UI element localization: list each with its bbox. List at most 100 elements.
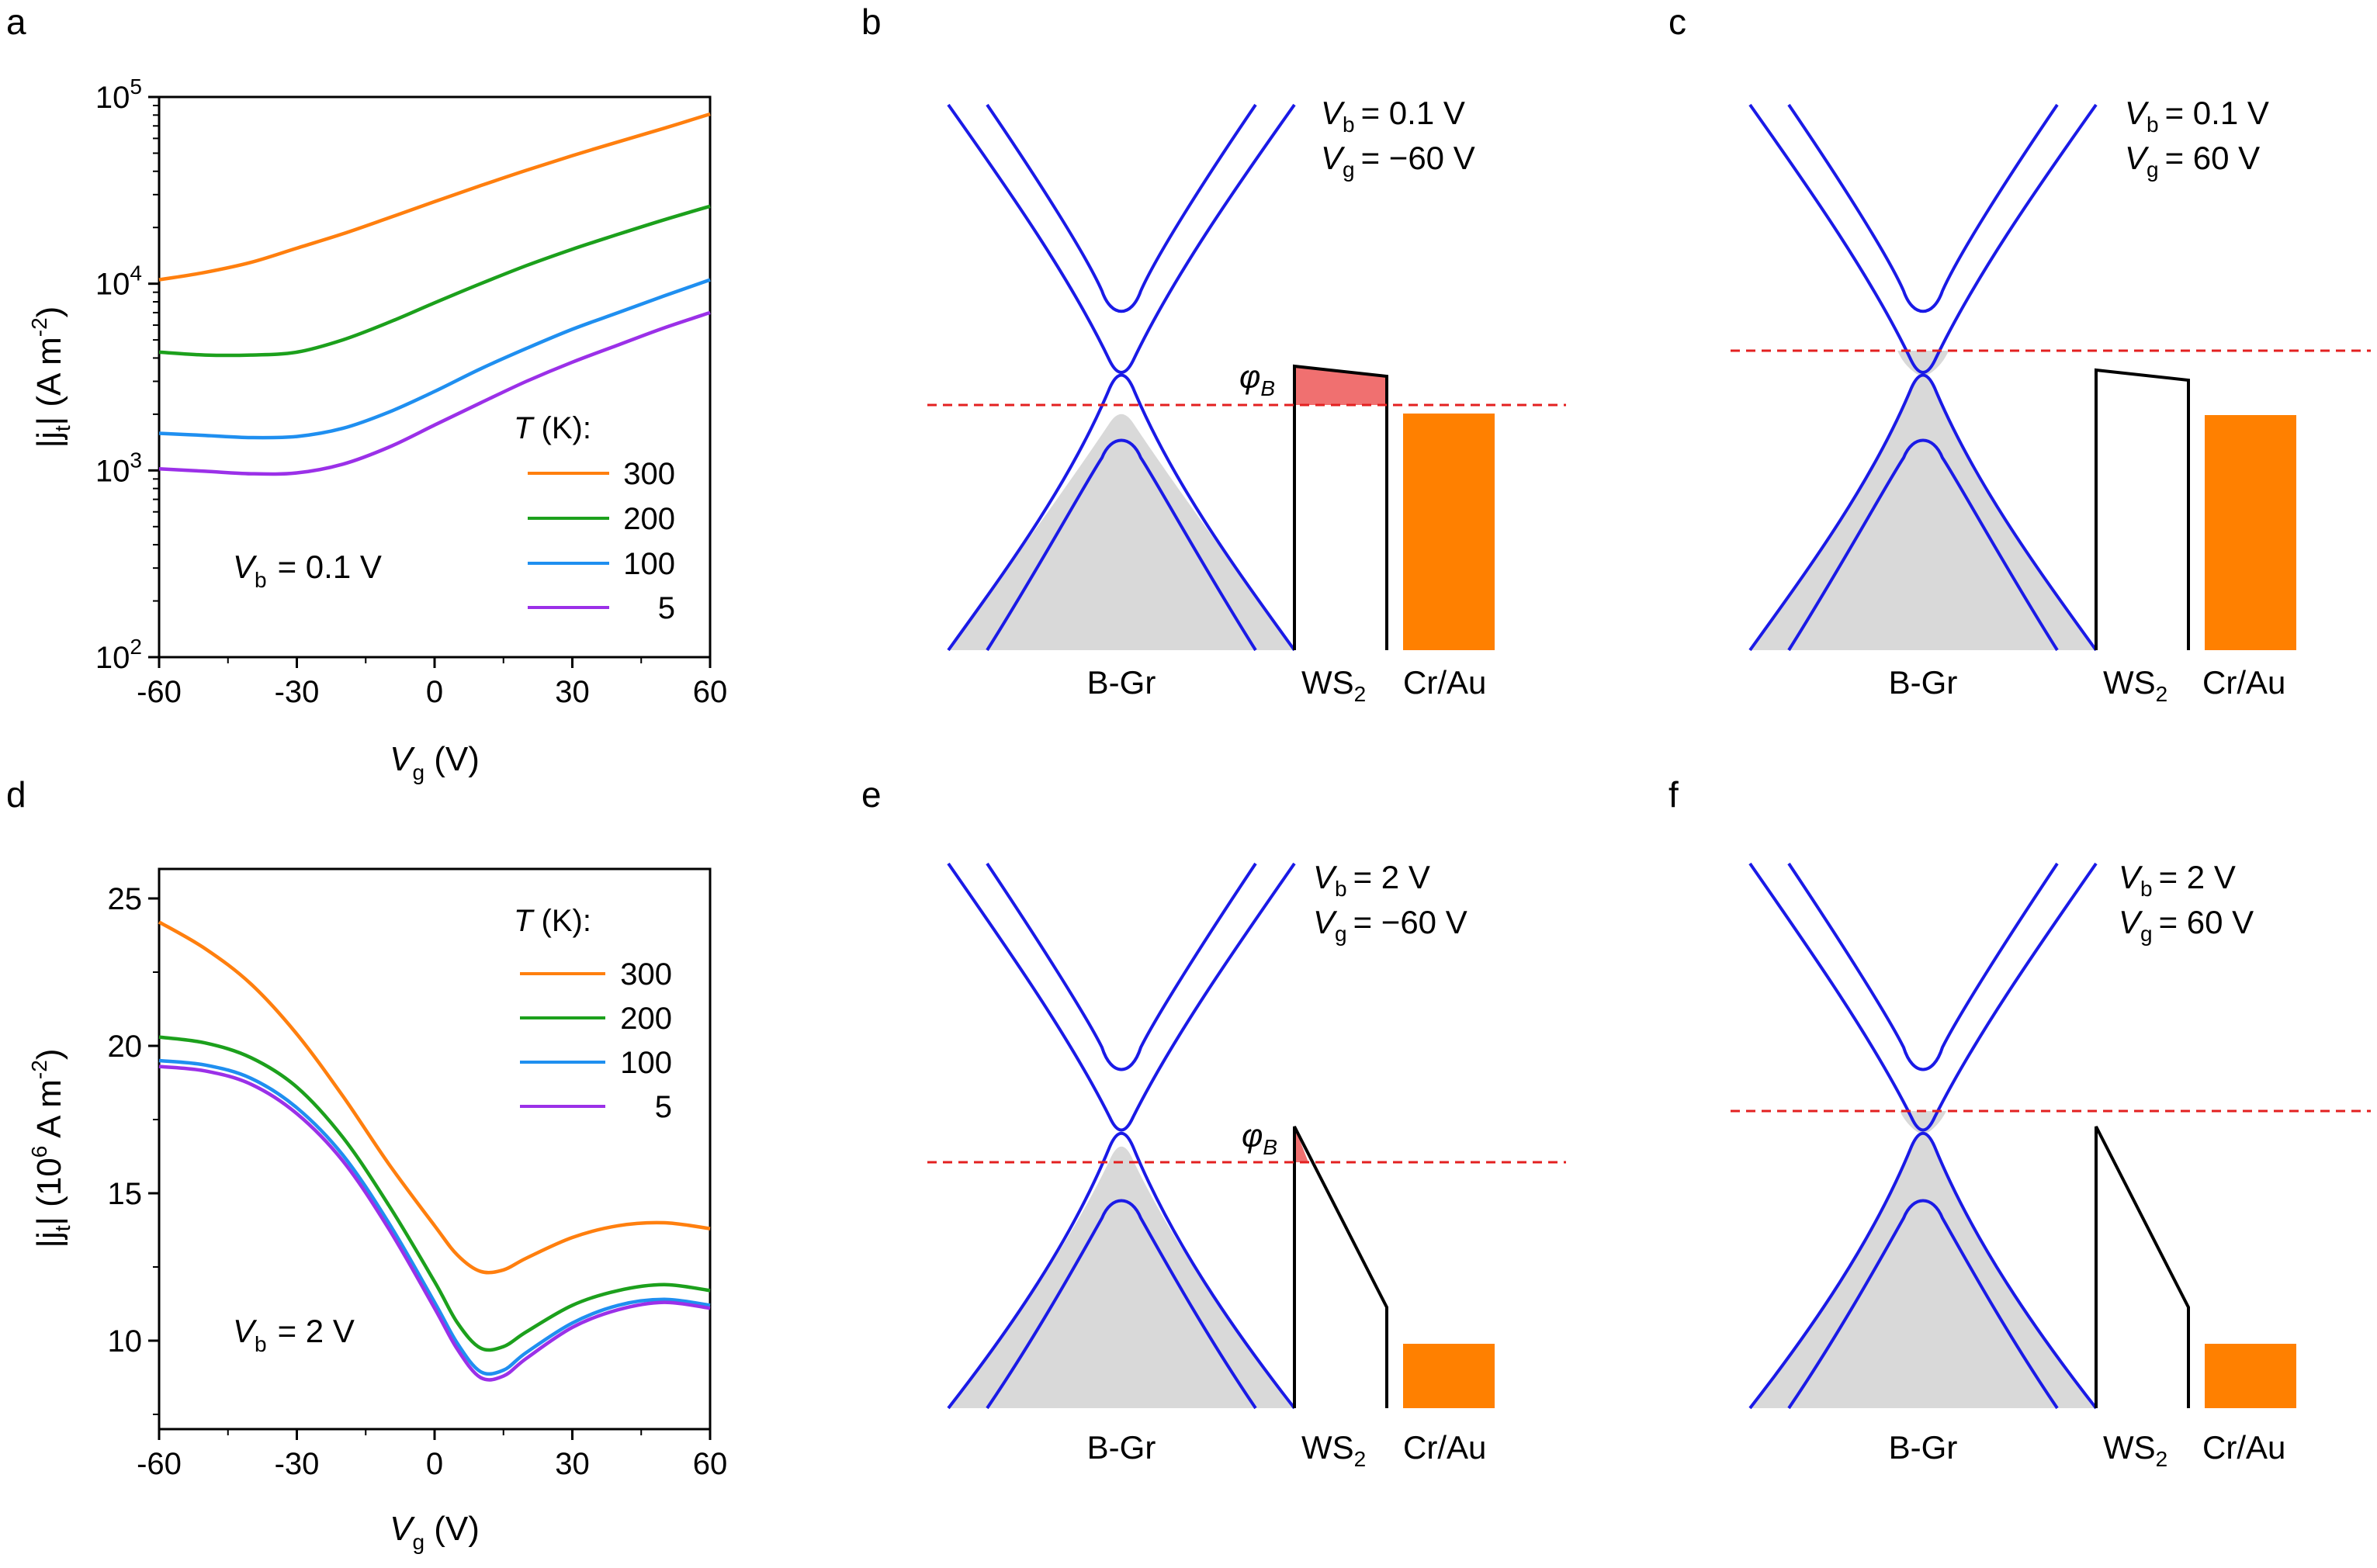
y-tick-label: 15 xyxy=(108,1177,143,1211)
metal-label: Cr/Au xyxy=(2202,1429,2285,1466)
vb-label: Vb = 2 V xyxy=(1313,859,1430,901)
graphene-label: B-Gr xyxy=(1087,664,1156,701)
cone-inner-upper xyxy=(986,862,1257,1071)
ws2-barrier xyxy=(1293,364,1388,650)
series-line-100 xyxy=(158,278,711,440)
panel-label-c: c xyxy=(1668,2,1686,42)
legend-label-300: 300 xyxy=(620,957,672,992)
x-tick-label: -60 xyxy=(137,675,182,709)
x-tick-label: 60 xyxy=(693,675,728,709)
vg-label: Vg = −60 V xyxy=(1321,140,1475,182)
metal-block xyxy=(1403,1344,1495,1408)
legend-label-5: 5 xyxy=(655,1090,672,1124)
cone-outer-upper xyxy=(1748,103,2098,374)
chart-d-ylabel: |jt| (106 A m-2) xyxy=(27,1049,74,1248)
x-tick-label: 0 xyxy=(426,1447,443,1481)
cone-outer-lower xyxy=(947,1131,1296,1410)
filled-states xyxy=(948,1146,1294,1408)
cone-outer-upper xyxy=(1748,862,2098,1132)
chart-a-ticks: -60 -30 0 30 60 102 103 104 105 xyxy=(95,74,727,709)
ws2-label: WS2 xyxy=(2103,664,2167,706)
metal-label: Cr/Au xyxy=(1403,664,1486,701)
vb-label: Vb = 0.1 V xyxy=(2125,95,2269,137)
filled-states xyxy=(1750,375,2096,650)
chart-a-ylabel: |jt| (A m-2) xyxy=(27,306,74,448)
legend-label-100: 100 xyxy=(620,1046,672,1080)
chart-a-series xyxy=(158,112,711,476)
cone-inner-upper xyxy=(986,103,1257,313)
chart-a-xlabel: Vg (V) xyxy=(390,740,480,784)
barrier-height-fill xyxy=(1294,366,1387,405)
legend-label-200: 200 xyxy=(620,1002,672,1036)
y-tick-label: 103 xyxy=(95,448,142,488)
graphene-label: B-Gr xyxy=(1889,1429,1958,1466)
filled-states xyxy=(1750,1133,2096,1408)
legend-title: T (K): xyxy=(514,904,591,938)
chart-d-ticks: -60 -30 0 30 60 10 15 20 25 xyxy=(108,882,728,1481)
chart-d-series xyxy=(158,920,711,1382)
legend-label-100: 100 xyxy=(623,547,675,581)
vg-label: Vg = −60 V xyxy=(1313,904,1467,946)
legend-title: T (K): xyxy=(514,411,591,445)
series-line-100 xyxy=(158,1058,711,1376)
x-tick-label: 30 xyxy=(555,1447,590,1481)
y-tick-label: 10 xyxy=(108,1324,143,1359)
y-tick-label: 102 xyxy=(95,635,142,675)
x-tick-label: -30 xyxy=(275,1447,320,1481)
ws2-label: WS2 xyxy=(2103,1429,2167,1471)
x-tick-label: 0 xyxy=(426,675,443,709)
cone-outer-lower xyxy=(947,373,1296,652)
panel-label-d: d xyxy=(6,774,26,815)
ws2-barrier xyxy=(2095,1126,2190,1408)
band-diagram-e: φB Vb = 2 V Vg = −60 V B-Gr WS2 Cr/Au xyxy=(927,859,1566,1471)
series-line-200 xyxy=(158,204,711,358)
panel-label-b: b xyxy=(861,2,882,42)
x-tick-label: -60 xyxy=(137,1447,182,1481)
x-tick-label: 60 xyxy=(693,1447,728,1481)
phi-b-label: φB xyxy=(1242,1117,1277,1159)
cone-outer-lower xyxy=(1748,1131,2098,1410)
y-tick-label: 25 xyxy=(108,882,143,916)
metal-block xyxy=(2205,415,2296,650)
vb-label: Vb = 0.1 V xyxy=(1321,95,1465,137)
chart-d-annotation: Vb = 2 V xyxy=(233,1313,355,1356)
cone-outer-upper xyxy=(947,103,1296,374)
y-tick-label: 20 xyxy=(108,1030,143,1064)
series-line-300 xyxy=(158,920,711,1275)
chart-d-xlabel: Vg (V) xyxy=(390,1510,480,1554)
x-tick-label: -30 xyxy=(275,675,320,709)
cone-inner-upper xyxy=(1787,103,2059,313)
series-line-200 xyxy=(158,1035,711,1352)
ws2-label: WS2 xyxy=(1301,1429,1366,1471)
cone-inner-lower xyxy=(986,438,1257,652)
vg-label: Vg = 60 V xyxy=(2119,904,2254,946)
metal-label: Cr/Au xyxy=(2202,664,2285,701)
graphene-label: B-Gr xyxy=(1087,1429,1156,1466)
vb-label: Vb = 2 V xyxy=(2119,859,2236,901)
chart-a: -60 -30 0 30 60 102 103 104 105 T (K): 300 200 1… xyxy=(27,74,727,784)
cone-outer-lower xyxy=(1748,373,2098,652)
phi-b-label: φB xyxy=(1239,358,1275,400)
metal-block xyxy=(1403,414,1495,650)
panel-label-e: e xyxy=(861,774,882,815)
chart-a-annotation: Vb = 0.1 V xyxy=(233,549,382,592)
panel-label-f: f xyxy=(1668,774,1679,815)
series-line-5 xyxy=(158,1064,711,1382)
cone-inner-lower xyxy=(986,1199,1257,1410)
metal-block xyxy=(2205,1344,2296,1408)
vg-label: Vg = 60 V xyxy=(2125,140,2260,182)
y-tick-label: 104 xyxy=(95,261,142,302)
ws2-barrier xyxy=(1293,1126,1388,1408)
cone-inner-lower xyxy=(1787,438,2059,652)
filled-states xyxy=(948,414,1294,650)
cone-outer-upper xyxy=(947,862,1296,1132)
ws2-label: WS2 xyxy=(1301,664,1366,706)
chart-d-legend: T (K): 300 200 100 5 xyxy=(514,904,672,1124)
series-line-5 xyxy=(158,310,711,476)
series-line-300 xyxy=(158,112,711,282)
x-tick-label: 30 xyxy=(555,675,590,709)
chart-a-legend: T (K): 300 200 100 5 xyxy=(514,411,675,625)
graphene-label: B-Gr xyxy=(1889,664,1958,701)
panel-label-a: a xyxy=(6,2,26,42)
